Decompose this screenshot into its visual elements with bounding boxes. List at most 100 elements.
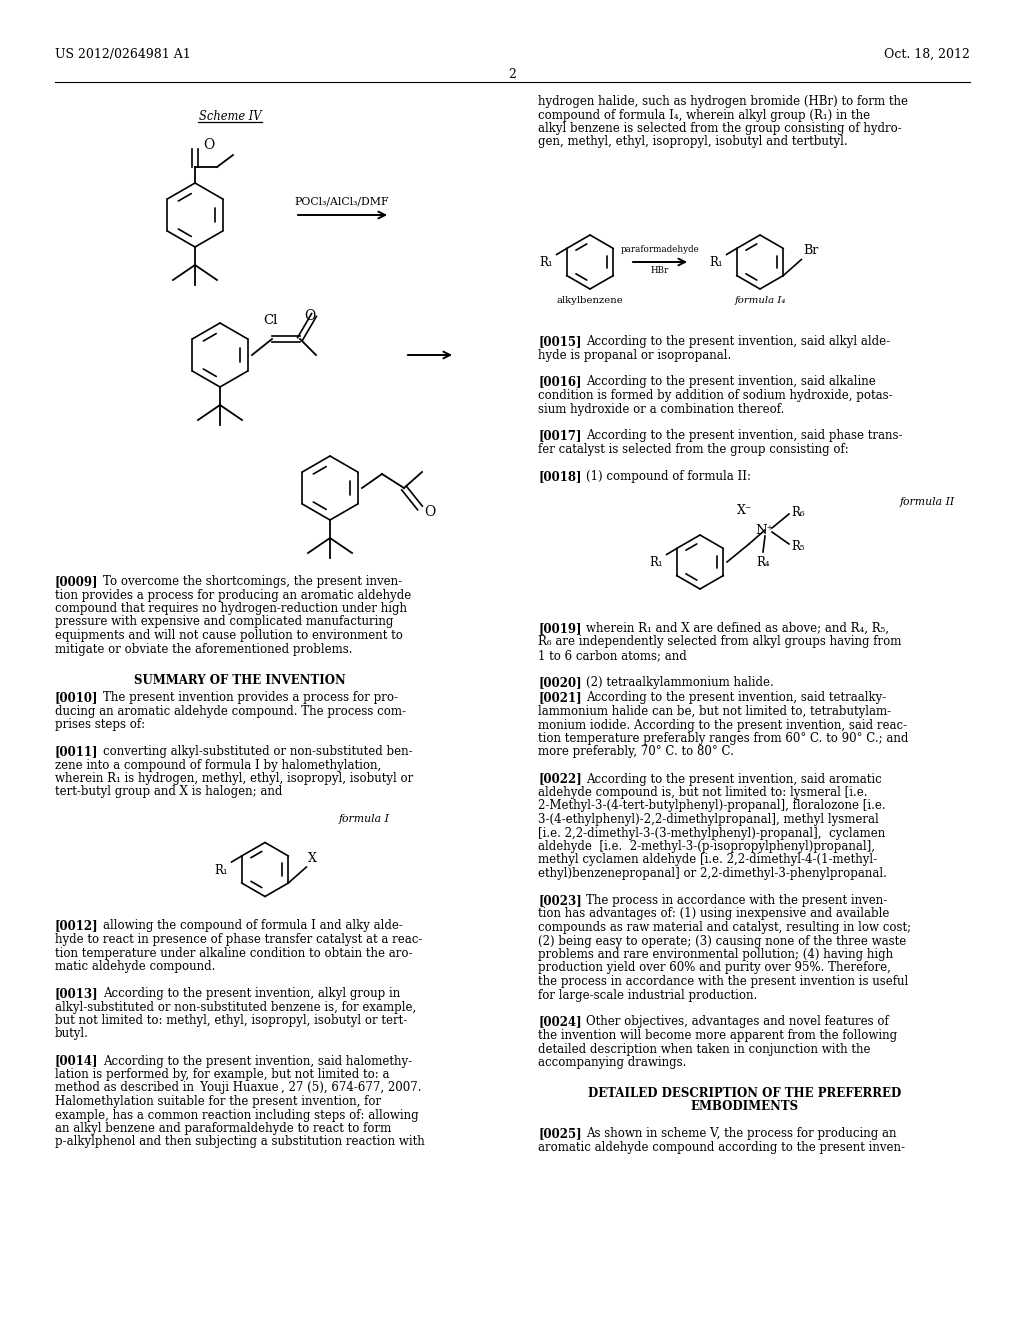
Text: formula I₄: formula I₄ [734, 296, 785, 305]
Text: lation is performed by, for example, but not limited to: a: lation is performed by, for example, but… [55, 1068, 389, 1081]
Text: [0021]: [0021] [538, 692, 582, 705]
Text: 2-Methyl-3-(4-tert-butylphenyl)-propanal], floralozone [i.e.: 2-Methyl-3-(4-tert-butylphenyl)-propanal… [538, 800, 886, 813]
Text: Other objectives, advantages and novel features of: Other objectives, advantages and novel f… [586, 1015, 889, 1028]
Text: [0016]: [0016] [538, 375, 582, 388]
Text: hyde is propanal or isopropanal.: hyde is propanal or isopropanal. [538, 348, 731, 362]
Text: (1) compound of formula II:: (1) compound of formula II: [586, 470, 751, 483]
Text: compound that requires no hydrogen-reduction under high: compound that requires no hydrogen-reduc… [55, 602, 407, 615]
Text: hyde to react in presence of phase transfer catalyst at a reac-: hyde to react in presence of phase trans… [55, 933, 422, 946]
Text: prises steps of:: prises steps of: [55, 718, 145, 731]
Text: for large-scale industrial production.: for large-scale industrial production. [538, 989, 758, 1002]
Text: [0014]: [0014] [55, 1055, 98, 1068]
Text: [0020]: [0020] [538, 676, 582, 689]
Text: According to the present invention, alkyl group in: According to the present invention, alky… [103, 987, 400, 1001]
Text: [i.e. 2,2-dimethyl-3-(3-methylphenyl)-propanal],  cyclamen: [i.e. 2,2-dimethyl-3-(3-methylphenyl)-pr… [538, 826, 886, 840]
Text: p-alkylphenol and then subjecting a substitution reaction with: p-alkylphenol and then subjecting a subs… [55, 1135, 425, 1148]
Text: example, has a common reaction including steps of: allowing: example, has a common reaction including… [55, 1109, 419, 1122]
Text: detailed description when taken in conjunction with the: detailed description when taken in conju… [538, 1043, 870, 1056]
Text: problems and rare environmental pollution; (4) having high: problems and rare environmental pollutio… [538, 948, 893, 961]
Text: allowing the compound of formula I and alky alde-: allowing the compound of formula I and a… [103, 920, 402, 932]
Text: [0011]: [0011] [55, 744, 98, 758]
Text: an alkyl benzene and paraformaldehyde to react to form: an alkyl benzene and paraformaldehyde to… [55, 1122, 391, 1135]
Text: (2) tetraalkylammonium halide.: (2) tetraalkylammonium halide. [586, 676, 774, 689]
Text: Br: Br [804, 244, 818, 257]
Text: According to the present invention, said alkyl alde-: According to the present invention, said… [586, 335, 890, 348]
Text: butyl.: butyl. [55, 1027, 89, 1040]
Text: R₁: R₁ [539, 256, 553, 269]
Text: POCl₃/AlCl₃/DMF: POCl₃/AlCl₃/DMF [295, 197, 389, 207]
Text: formula II: formula II [900, 498, 955, 507]
Text: (2) being easy to operate; (3) causing none of the three waste: (2) being easy to operate; (3) causing n… [538, 935, 906, 948]
Text: the process in accordance with the present invention is useful: the process in accordance with the prese… [538, 975, 908, 987]
Text: To overcome the shortcomings, the present inven-: To overcome the shortcomings, the presen… [103, 576, 402, 587]
Text: 3-(4-ethylphenyl)-2,2-dimethylpropanal], methyl lysmeral: 3-(4-ethylphenyl)-2,2-dimethylpropanal],… [538, 813, 879, 826]
Text: ethyl)benzenepropanal] or 2,2-dimethyl-3-phenylpropanal.: ethyl)benzenepropanal] or 2,2-dimethyl-3… [538, 867, 887, 880]
Text: O: O [203, 139, 214, 152]
Text: alkyl-substituted or non-substituted benzene is, for example,: alkyl-substituted or non-substituted ben… [55, 1001, 416, 1014]
Text: R₁: R₁ [709, 256, 723, 269]
Text: matic aldehyde compound.: matic aldehyde compound. [55, 960, 215, 973]
Text: R₅: R₅ [791, 540, 805, 553]
Text: method as described in  Youji Huaxue , 27 (5), 674-677, 2007.: method as described in Youji Huaxue , 27… [55, 1081, 422, 1094]
Text: [0010]: [0010] [55, 690, 98, 704]
Text: DETAILED DESCRIPTION OF THE PREFERRED: DETAILED DESCRIPTION OF THE PREFERRED [589, 1086, 901, 1100]
Text: condition is formed by addition of sodium hydroxide, potas-: condition is formed by addition of sodiu… [538, 389, 893, 403]
Text: [0015]: [0015] [538, 335, 582, 348]
Text: [0024]: [0024] [538, 1015, 582, 1028]
Text: HBr: HBr [651, 267, 669, 275]
Text: US 2012/0264981 A1: US 2012/0264981 A1 [55, 48, 190, 61]
Text: As shown in scheme V, the process for producing an: As shown in scheme V, the process for pr… [586, 1127, 896, 1140]
Text: [0013]: [0013] [55, 987, 98, 1001]
Text: [0012]: [0012] [55, 920, 98, 932]
Text: monium iodide. According to the present invention, said reac-: monium iodide. According to the present … [538, 718, 907, 731]
Text: tert-butyl group and X is halogen; and: tert-butyl group and X is halogen; and [55, 785, 283, 799]
Text: ducing an aromatic aldehyde compound. The process com-: ducing an aromatic aldehyde compound. Th… [55, 705, 406, 718]
Text: pressure with expensive and complicated manufacturing: pressure with expensive and complicated … [55, 615, 393, 628]
Text: wherein R₁ and X are defined as above; and R₄, R₅,: wherein R₁ and X are defined as above; a… [586, 622, 889, 635]
Text: 1 to 6 carbon atoms; and: 1 to 6 carbon atoms; and [538, 649, 687, 663]
Text: more preferably, 70° C. to 80° C.: more preferably, 70° C. to 80° C. [538, 746, 734, 759]
Text: tion provides a process for producing an aromatic aldehyde: tion provides a process for producing an… [55, 589, 412, 602]
Text: [0018]: [0018] [538, 470, 582, 483]
Text: accompanying drawings.: accompanying drawings. [538, 1056, 686, 1069]
Text: [0022]: [0022] [538, 772, 582, 785]
Text: N⁺: N⁺ [756, 524, 774, 536]
Text: According to the present invention, said aromatic: According to the present invention, said… [586, 772, 882, 785]
Text: According to the present invention, said phase trans-: According to the present invention, said… [586, 429, 902, 442]
Text: alkyl benzene is selected from the group consisting of hydro-: alkyl benzene is selected from the group… [538, 121, 902, 135]
Text: [0023]: [0023] [538, 894, 582, 907]
Text: lammonium halide can be, but not limited to, tetrabutylam-: lammonium halide can be, but not limited… [538, 705, 891, 718]
Text: paraformadehyde: paraformadehyde [621, 246, 699, 253]
Text: Scheme IV: Scheme IV [199, 110, 261, 123]
Text: R₆: R₆ [791, 506, 805, 519]
Text: Oct. 18, 2012: Oct. 18, 2012 [884, 48, 970, 61]
Text: compound of formula I₄, wherein alkyl group (R₁) in the: compound of formula I₄, wherein alkyl gr… [538, 108, 870, 121]
Text: sium hydroxide or a combination thereof.: sium hydroxide or a combination thereof. [538, 403, 784, 416]
Text: compounds as raw material and catalyst, resulting in low cost;: compounds as raw material and catalyst, … [538, 921, 911, 935]
Text: Cl: Cl [263, 314, 278, 327]
Text: aldehyde  [i.e.  2-methyl-3-(p-isopropylphenyl)propanal],: aldehyde [i.e. 2-methyl-3-(p-isopropylph… [538, 840, 874, 853]
Text: The process in accordance with the present inven-: The process in accordance with the prese… [586, 894, 887, 907]
Text: aromatic aldehyde compound according to the present inven-: aromatic aldehyde compound according to … [538, 1140, 905, 1154]
Text: R₆ are independently selected from alkyl groups having from: R₆ are independently selected from alkyl… [538, 635, 901, 648]
Text: According to the present invention, said halomethy-: According to the present invention, said… [103, 1055, 412, 1068]
Text: aldehyde compound is, but not limited to: lysmeral [i.e.: aldehyde compound is, but not limited to… [538, 785, 867, 799]
Text: alkylbenzene: alkylbenzene [557, 296, 624, 305]
Text: zene into a compound of formula I by halomethylation,: zene into a compound of formula I by hal… [55, 759, 381, 771]
Text: [0017]: [0017] [538, 429, 582, 442]
Text: [0009]: [0009] [55, 576, 98, 587]
Text: formula I: formula I [339, 814, 390, 825]
Text: [0019]: [0019] [538, 622, 582, 635]
Text: R₁: R₁ [214, 865, 227, 876]
Text: fer catalyst is selected from the group consisting of:: fer catalyst is selected from the group … [538, 444, 849, 455]
Text: O: O [424, 506, 435, 519]
Text: hydrogen halide, such as hydrogen bromide (HBr) to form the: hydrogen halide, such as hydrogen bromid… [538, 95, 908, 108]
Text: R₄: R₄ [756, 556, 770, 569]
Text: wherein R₁ is hydrogen, methyl, ethyl, isopropyl, isobutyl or: wherein R₁ is hydrogen, methyl, ethyl, i… [55, 772, 414, 785]
Text: [0025]: [0025] [538, 1127, 582, 1140]
Text: tion temperature preferably ranges from 60° C. to 90° C.; and: tion temperature preferably ranges from … [538, 733, 908, 744]
Text: converting alkyl-substituted or non-substituted ben-: converting alkyl-substituted or non-subs… [103, 744, 413, 758]
Text: methyl cyclamen aldehyde [i.e. 2,2-dimethyl-4-(1-methyl-: methyl cyclamen aldehyde [i.e. 2,2-dimet… [538, 854, 878, 866]
Text: R₁: R₁ [649, 557, 663, 569]
Text: gen, methyl, ethyl, isopropyl, isobutyl and tertbutyl.: gen, methyl, ethyl, isopropyl, isobutyl … [538, 136, 848, 149]
